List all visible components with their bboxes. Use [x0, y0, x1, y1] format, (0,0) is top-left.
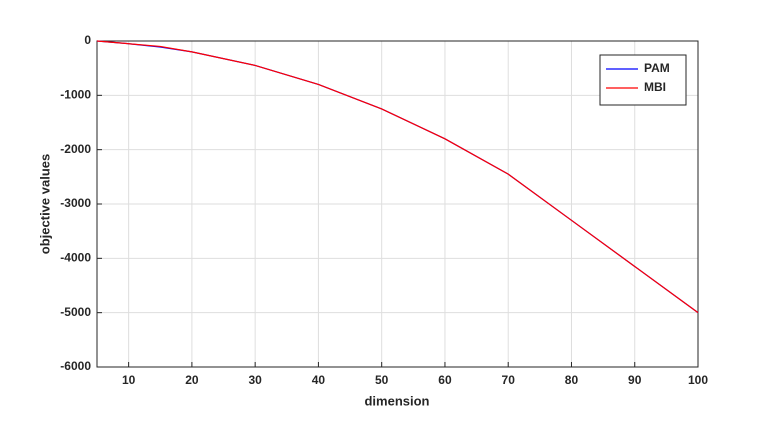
y-tick-label: -4000 — [60, 251, 91, 265]
y-tick-label: -2000 — [60, 142, 91, 156]
legend-label: PAM — [644, 61, 670, 75]
x-tick-label: 10 — [122, 373, 136, 387]
x-tick-label: 30 — [248, 373, 262, 387]
y-tick-label: -5000 — [60, 305, 91, 319]
x-tick-label: 20 — [185, 373, 199, 387]
x-axis-label: dimension — [364, 393, 429, 408]
legend-box — [599, 54, 687, 106]
y-tick-label: -1000 — [60, 88, 91, 102]
x-tick-label: 60 — [438, 373, 452, 387]
x-tick-label: 40 — [312, 373, 326, 387]
line-series — [96, 40, 699, 314]
x-tick-label: 90 — [628, 373, 642, 387]
x-tick-label: 50 — [375, 373, 389, 387]
legend-label: MBI — [644, 80, 666, 94]
y-axis-label: objective values — [37, 154, 52, 254]
y-tick-label: -6000 — [60, 359, 91, 373]
x-tick-label: 100 — [688, 373, 708, 387]
y-tick-label: -3000 — [60, 196, 91, 210]
x-tick-label: 70 — [502, 373, 516, 387]
y-tick-label: 0 — [84, 33, 91, 47]
x-tick-label: 80 — [565, 373, 579, 387]
plot-frame — [96, 40, 699, 368]
